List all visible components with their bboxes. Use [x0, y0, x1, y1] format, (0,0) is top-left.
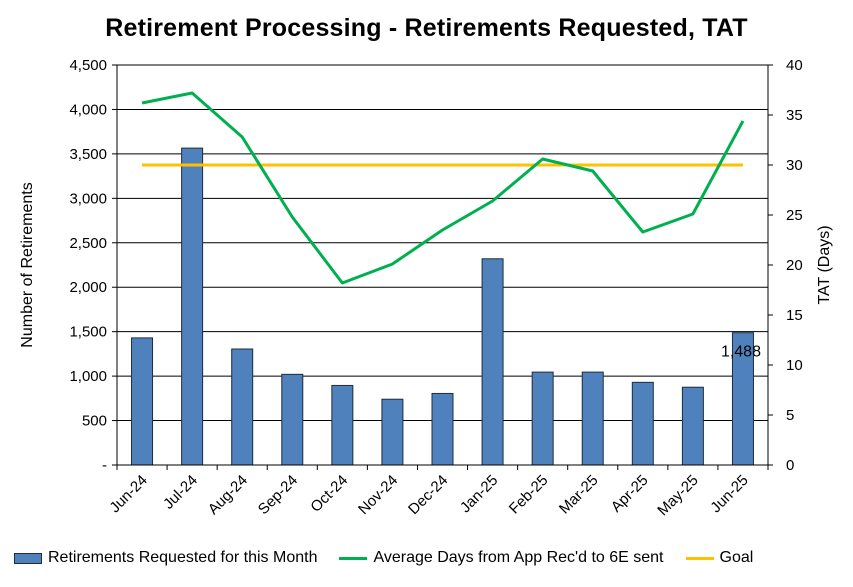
y2-tick-label: 5 — [786, 407, 794, 424]
y2-tick-label: 20 — [786, 257, 803, 274]
y-tick-label: - — [102, 457, 107, 474]
legend-label-bars: Retirements Requested for this Month — [48, 549, 318, 566]
bar — [581, 371, 604, 466]
y2-axis-title: TAT (Days) — [816, 225, 833, 304]
x-tick-label: Jan-25 — [457, 472, 501, 516]
legend: Retirements Requested for this Month Ave… — [14, 548, 844, 568]
y-tick-label: 1,500 — [69, 324, 107, 341]
y2-tick-label: 25 — [786, 207, 803, 224]
y-tick-label: 4,500 — [69, 57, 107, 74]
legend-item-bars: Retirements Requested for this Month — [14, 549, 317, 567]
bar — [531, 371, 554, 466]
legend-swatch-goal — [685, 556, 714, 560]
x-tick-label: Jul-24 — [160, 472, 201, 513]
y-tick-label: 2,500 — [69, 235, 107, 252]
y-tick-label: 3,500 — [69, 146, 107, 163]
y-tick-label: 4,000 — [69, 101, 107, 118]
x-tick-label: Dec-24 — [405, 472, 451, 518]
x-tick-label: May-25 — [654, 472, 701, 519]
bar — [381, 398, 404, 466]
y2-tick-label: 35 — [786, 107, 803, 124]
bar — [181, 147, 204, 466]
chart-title: Retirement Processing - Retirements Requ… — [105, 14, 748, 42]
y-tick-label: 2,000 — [69, 279, 107, 296]
bar — [681, 386, 704, 466]
y2-tick-label: 15 — [786, 307, 803, 324]
bar — [331, 384, 354, 466]
bar — [431, 392, 454, 466]
y2-tick-label: 0 — [786, 457, 794, 474]
legend-label-goal: Goal — [719, 549, 754, 566]
legend-item-goal: Goal — [685, 549, 754, 567]
y-tick-label: 3,000 — [69, 190, 107, 207]
x-tick-label: Oct-24 — [307, 472, 351, 516]
x-tick-label: Sep-24 — [255, 472, 301, 518]
legend-swatch-tat — [339, 556, 368, 560]
x-tick-label: Feb-25 — [506, 472, 552, 518]
data-label: 1,488 — [721, 344, 761, 361]
bar — [281, 373, 304, 466]
x-tick-label: Jun-25 — [707, 472, 751, 516]
y-tick-label: 1,000 — [69, 368, 107, 385]
x-tick-label: Aug-24 — [205, 472, 251, 518]
y2-tick-label: 10 — [786, 357, 803, 374]
bar — [231, 348, 254, 466]
tat-line — [141, 91, 745, 285]
x-tick-label: Jun-24 — [106, 472, 150, 516]
legend-item-tat: Average Days from App Rec'd to 6E sent — [339, 549, 664, 567]
y2-tick-label: 30 — [786, 157, 803, 174]
y2-tick-label: 40 — [786, 57, 803, 74]
bar — [481, 258, 504, 466]
y-tick-label: 500 — [82, 413, 107, 430]
x-tick-label: Nov-24 — [355, 472, 401, 518]
legend-swatch-bars — [14, 552, 42, 564]
legend-label-tat: Average Days from App Rec'd to 6E sent — [373, 549, 664, 566]
x-tick-label: Mar-25 — [556, 472, 602, 518]
bar — [631, 381, 654, 466]
x-tick-label: Apr-25 — [608, 472, 652, 516]
y-axis-title: Number of Retirements — [19, 182, 36, 347]
bar — [131, 337, 154, 466]
